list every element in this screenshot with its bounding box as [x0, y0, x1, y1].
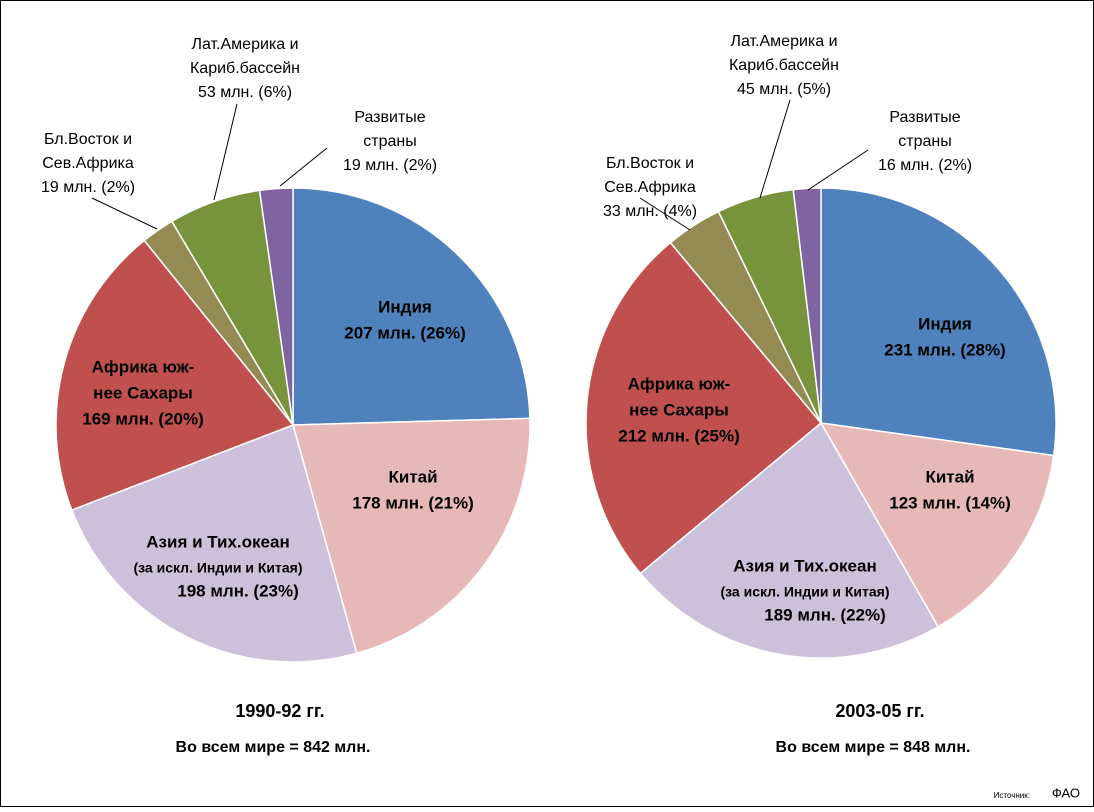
chart-title: 1990-92 гг. [235, 701, 324, 721]
pie-slice [292, 417, 531, 655]
slice-label: нее Сахары [93, 383, 193, 402]
slice-label: Сев.Африка [42, 155, 134, 172]
leader-line [91, 197, 158, 230]
chart-title: 2003-05 гг. [835, 701, 924, 721]
source-label: Источник: [994, 791, 1030, 800]
value-label: 45 млн. (5%) [737, 81, 831, 98]
slice-label: Развитые [889, 109, 960, 126]
pie-slice [639, 421, 940, 659]
value-label: 212 млн. (25%) [618, 426, 740, 445]
value-label: 198 млн. (23%) [177, 581, 299, 600]
slice-label: Бл.Восток и [606, 155, 694, 172]
slice-label: Лат.Америка и [191, 36, 298, 53]
pie-slice [70, 424, 358, 663]
leader-line [279, 147, 328, 187]
slice-label: Развитые [354, 109, 425, 126]
slice-label: Индия [918, 314, 972, 333]
value-label: 169 млн. (20%) [82, 409, 204, 428]
pie-slice [819, 422, 1055, 628]
slice-label: Азия и Тих.океан [146, 532, 289, 551]
value-label: 19 млн. (2%) [343, 157, 437, 174]
leader-line [639, 197, 691, 231]
slice-label: Индия [378, 297, 432, 316]
value-label: 19 млн. (2%) [41, 179, 135, 196]
slice-label: Кариб.бассейн [190, 60, 300, 77]
pie-slice [820, 187, 1057, 457]
value-label: 231 млн. (28%) [884, 340, 1006, 359]
slice-label: Китай [925, 467, 974, 486]
slice-label: Африка юж- [628, 374, 731, 393]
pie-slice [792, 187, 822, 424]
value-label: 178 млн. (21%) [352, 493, 474, 512]
slice-label: (за искл. Индии и Китая) [134, 560, 303, 576]
leader-line [759, 99, 791, 199]
chart-subtitle: Во всем мире = 848 млн. [776, 739, 971, 756]
pie-slice [585, 241, 823, 575]
value-label: 53 млн. (6%) [198, 84, 292, 101]
slice-label: Сев.Африка [604, 179, 696, 196]
value-label: 189 млн. (22%) [764, 605, 886, 624]
slice-label: Лат.Америка и [730, 33, 837, 50]
slice-label: Азия и Тих.океан [733, 556, 876, 575]
value-label: 123 млн. (14%) [889, 493, 1011, 512]
slice-label: Кариб.бассейн [729, 57, 839, 74]
value-label: 16 млн. (2%) [878, 157, 972, 174]
slice-label: страны [363, 133, 416, 150]
slice-label: Китай [388, 467, 437, 486]
leader-line [213, 103, 238, 201]
pie-slice [258, 187, 294, 426]
leader-line [807, 149, 869, 191]
value-label: 207 млн. (26%) [344, 323, 466, 342]
chart-subtitle: Во всем мире = 842 млн. [176, 739, 371, 756]
source-text: ФАО [1052, 785, 1080, 800]
pie-slice [292, 187, 531, 426]
slice-label: страны [898, 133, 951, 150]
value-label: 33 млн. (4%) [603, 203, 697, 220]
slice-label: Бл.Восток и [44, 131, 132, 148]
slice-label: Африка юж- [92, 357, 195, 376]
slice-label: (за искл. Индии и Китая) [721, 584, 890, 600]
slice-label: нее Сахары [629, 400, 729, 419]
pie-slice [55, 239, 295, 512]
